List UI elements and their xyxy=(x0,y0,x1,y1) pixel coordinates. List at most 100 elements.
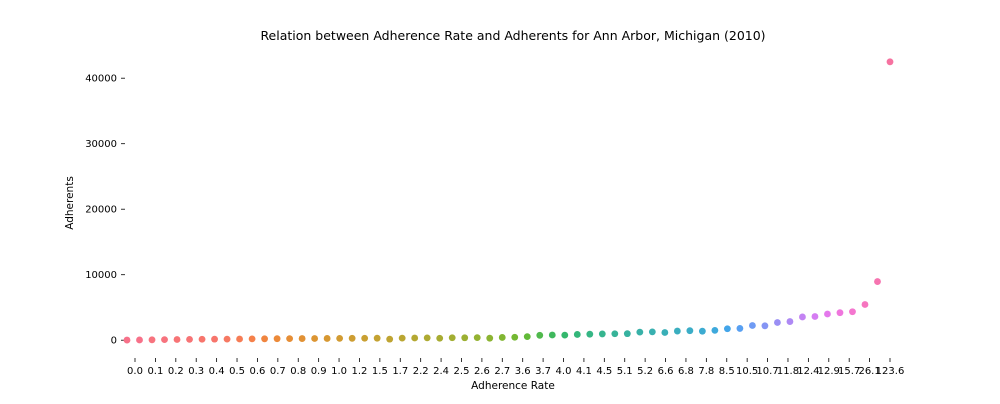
data-point xyxy=(598,330,606,338)
data-point xyxy=(173,336,181,343)
data-point xyxy=(186,335,193,343)
data-point xyxy=(573,331,581,338)
data-point xyxy=(623,330,631,338)
x-tick-label: 10.7 xyxy=(756,366,778,377)
x-tick-label: 0.5 xyxy=(229,366,245,377)
data-point xyxy=(198,335,206,343)
x-tick-label: 1.0 xyxy=(331,366,347,377)
data-point xyxy=(211,335,218,343)
data-point xyxy=(536,331,544,339)
data-point xyxy=(298,335,306,342)
data-point xyxy=(373,334,381,342)
data-point xyxy=(286,335,294,343)
data-point xyxy=(261,335,268,343)
data-point xyxy=(874,278,881,285)
data-point xyxy=(886,58,894,66)
x-tick-label: 0.4 xyxy=(209,366,225,377)
data-point xyxy=(648,328,656,336)
x-tick-label: 4.5 xyxy=(596,366,612,377)
data-point xyxy=(223,335,231,343)
data-point xyxy=(448,334,456,342)
data-point xyxy=(398,334,406,342)
data-point xyxy=(411,334,419,342)
data-point xyxy=(136,336,143,344)
x-tick-label: 6.6 xyxy=(658,366,674,377)
data-point xyxy=(661,329,669,336)
data-point xyxy=(361,334,369,342)
data-point xyxy=(774,319,781,326)
data-point xyxy=(161,336,168,344)
data-point xyxy=(423,334,431,342)
data-point xyxy=(311,335,319,342)
data-point xyxy=(736,325,744,332)
x-tick-label: 1.2 xyxy=(352,366,368,377)
x-tick-label: 0.9 xyxy=(311,366,327,377)
x-tick-label: 0.3 xyxy=(188,366,204,377)
data-point xyxy=(273,335,281,343)
x-tick-label: 4.0 xyxy=(556,366,572,377)
x-tick-label: 11.8 xyxy=(777,366,799,377)
x-axis-label: Adherence Rate xyxy=(471,380,555,392)
x-tick-label: 1.5 xyxy=(372,366,388,377)
x-tick-label: 2.5 xyxy=(454,366,470,377)
data-point xyxy=(486,334,494,342)
data-point xyxy=(723,325,731,333)
data-point xyxy=(611,330,619,338)
x-tick-label: 0.2 xyxy=(168,366,184,377)
x-tick-label: 10.5 xyxy=(736,366,758,377)
y-axis: 0 10000 20000 30000 40000 xyxy=(85,74,125,347)
x-tick-label: 12.9 xyxy=(818,366,840,377)
x-tick-label: 2.2 xyxy=(413,366,429,377)
chart-title: Relation between Adherence Rate and Adhe… xyxy=(260,28,765,43)
x-tick-label: 123.6 xyxy=(876,366,905,377)
data-point xyxy=(761,322,769,330)
x-tick-label: 0.1 xyxy=(147,366,163,377)
data-point xyxy=(686,327,694,335)
data-point xyxy=(548,331,556,339)
x-tick-label: 6.8 xyxy=(678,366,694,377)
x-tick-label: 1.7 xyxy=(392,366,408,377)
y-tick-label: 0 xyxy=(111,336,117,347)
x-tick-label: 3.7 xyxy=(535,366,551,377)
data-point xyxy=(824,310,831,318)
x-tick-label: 4.1 xyxy=(576,366,592,377)
data-point xyxy=(511,333,519,341)
data-point xyxy=(336,334,344,342)
data-point xyxy=(861,301,869,308)
data-point xyxy=(323,335,331,342)
data-point xyxy=(799,313,806,321)
y-axis-label: Adherents xyxy=(64,176,76,230)
y-tick-label: 40000 xyxy=(85,74,117,85)
x-tick-label: 12.4 xyxy=(797,366,819,377)
data-point xyxy=(749,322,756,329)
data-point xyxy=(786,318,794,325)
data-point xyxy=(148,336,156,344)
x-tick-label: 3.6 xyxy=(515,366,531,377)
x-tick-label: 8.5 xyxy=(719,366,735,377)
data-point xyxy=(348,334,356,342)
x-tick-label: 0.7 xyxy=(270,366,286,377)
data-point xyxy=(386,335,394,343)
x-tick-label: 0.8 xyxy=(290,366,306,377)
x-tick-label: 2.6 xyxy=(474,366,490,377)
x-tick-label: 2.4 xyxy=(433,366,449,377)
x-tick-label: 2.7 xyxy=(494,366,510,377)
data-point xyxy=(586,330,594,338)
y-tick-label: 10000 xyxy=(85,270,117,281)
data-point xyxy=(461,334,469,342)
data-point xyxy=(561,331,569,339)
x-tick-label: 5.2 xyxy=(637,366,653,377)
data-points xyxy=(123,58,894,344)
data-point xyxy=(248,335,256,343)
data-point xyxy=(811,313,819,320)
data-point xyxy=(523,333,531,341)
y-tick-label: 30000 xyxy=(85,139,117,150)
x-tick-label: 0.0 xyxy=(127,366,143,377)
x-axis: 0.0 0.1 0.2 0.3 0.4 0.5 0.6 0.7 0.8 0.9 1.0 1.2 1.5 1… xyxy=(127,358,904,377)
data-point xyxy=(236,335,243,343)
data-point xyxy=(849,308,856,316)
data-point xyxy=(698,327,706,335)
x-tick-label: 26.1 xyxy=(858,366,880,377)
